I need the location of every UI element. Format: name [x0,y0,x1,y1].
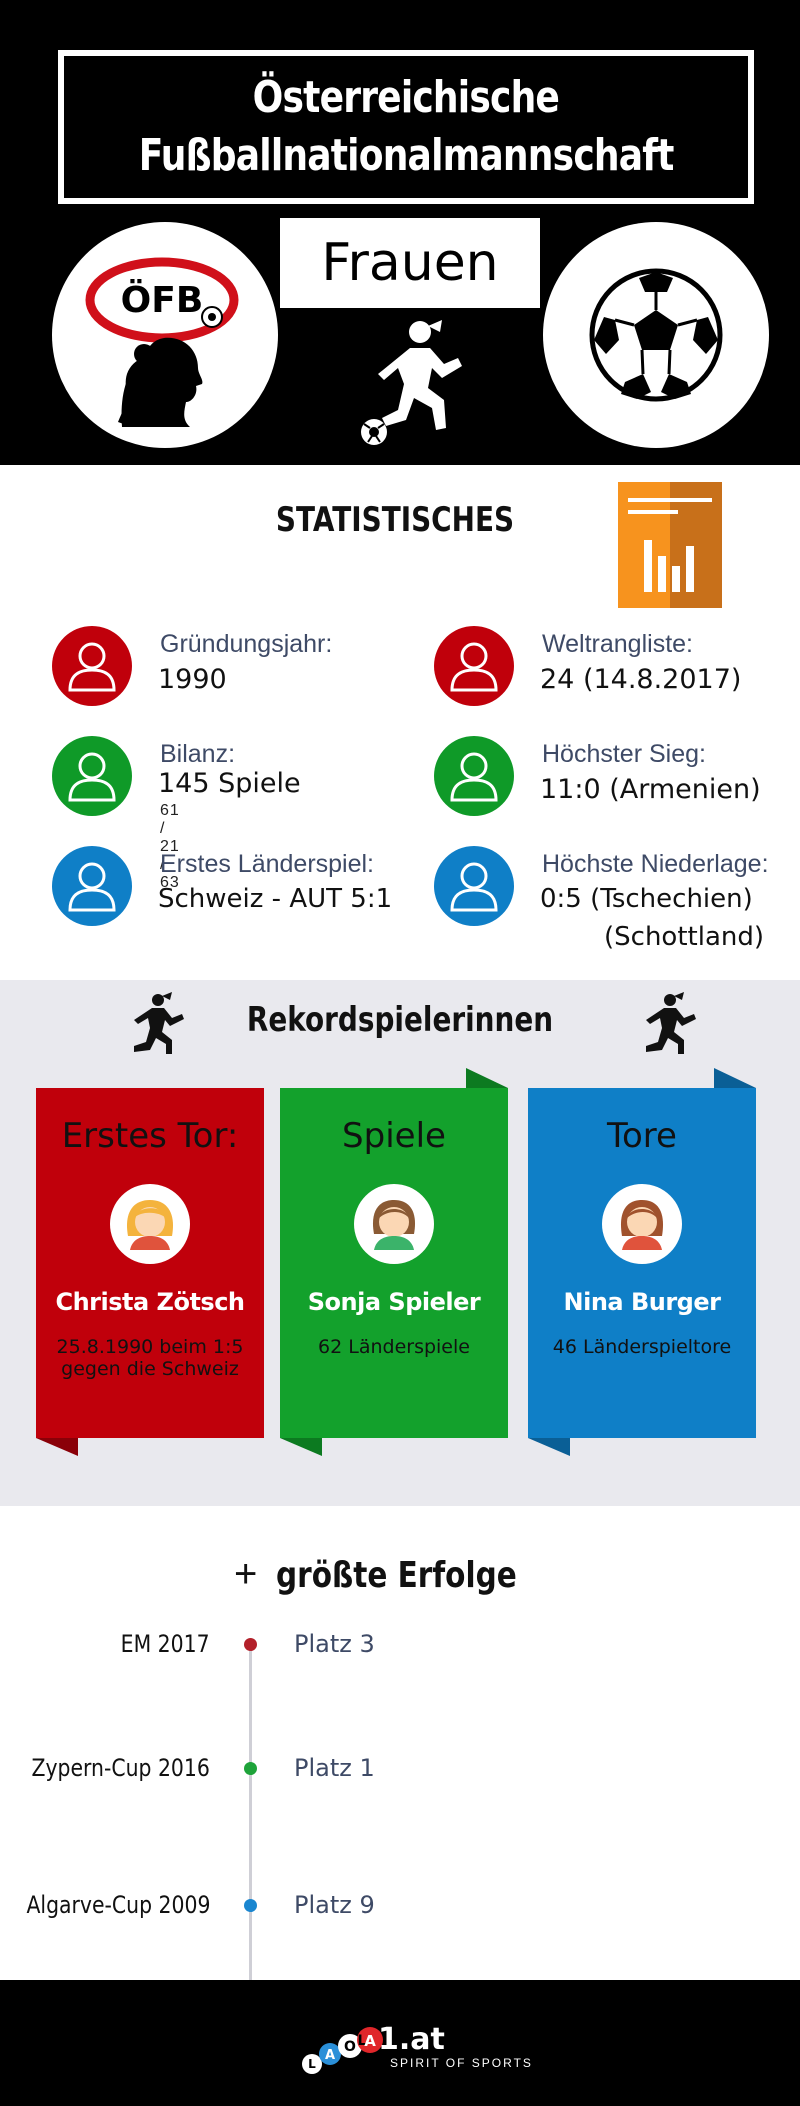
report-chart-icon [618,482,722,608]
card-heading: Tore [607,1116,677,1156]
user-icon [68,752,116,802]
runner-icon-right [646,992,696,1054]
subtitle-box: Frauen [280,218,540,308]
title-box: Österreichische Fußballnationalmannschaf… [58,50,754,204]
timeline-dot [244,1899,257,1912]
record-card-goals: Tore Nina Burger 46 Länderspieltore [528,1088,756,1438]
card-heading: Spiele [342,1116,446,1156]
card-player-name: Nina Burger [563,1288,721,1316]
oefb-logo-circle: ÖFB [52,222,278,448]
records-title: Rekordspielerinnen [246,1000,554,1040]
stat-sub-value: 61 / 21 / 63 [160,802,180,891]
oefb-logo-text: ÖFB [121,279,204,321]
stat-circle [434,846,514,926]
timeline-result: Platz 9 [294,1891,375,1919]
card-heading: Erstes Tor: [61,1116,239,1156]
stat-value: 145 Spiele [158,768,301,799]
avatar [354,1184,434,1264]
redhead-woman-avatar-icon [620,1200,664,1250]
card-description: 62 Länderspiele [318,1336,470,1358]
stat-circle [434,736,514,816]
user-icon [68,642,116,692]
stat-circle [52,846,132,926]
card-description: 25.8.1990 beim 1:5 gegen die Schweiz [56,1336,244,1380]
logo-letter: L [308,2057,316,2071]
card-description: 46 Länderspieltore [552,1336,732,1358]
stat-label: Höchste Niederlage: [542,850,769,878]
logo-letter: L [358,2033,367,2049]
stat-circle [434,626,514,706]
timeline-line [249,1640,252,1980]
female-player-icon [361,320,462,445]
user-icon [68,862,116,912]
timeline-result: Platz 1 [294,1754,375,1782]
football-circle [543,222,769,448]
logo-letter: O [344,2039,356,2055]
football-icon [589,268,723,402]
title-line-1: Österreichische [252,72,560,123]
timeline-event: Algarve-Cup 2009 [26,1891,210,1919]
timeline-event: EM 2017 [121,1630,210,1658]
logo-letter: A [325,2048,335,2063]
record-card-first-goal: Erstes Tor: Christa Zötsch 25.8.1990 bei… [36,1088,264,1438]
timeline-dot [244,1762,257,1775]
record-card-games: Spiele Sonja Spieler 62 Länderspiele [280,1088,508,1438]
logo-brand-text: 1.at [378,2022,445,2057]
footer [0,1980,800,2106]
runner-icon-left [134,992,184,1054]
stat-label: Gründungsjahr: [160,630,333,658]
avatar [110,1184,190,1264]
stat-label: Höchster Sieg: [542,740,706,768]
stat-circle [52,626,132,706]
timeline-event: Zypern-Cup 2016 [31,1754,210,1782]
successes-title: größte Erfolge [276,1555,517,1596]
blonde-woman-avatar-icon [126,1200,174,1250]
subtitle: Frauen [321,233,499,293]
stat-value: 11:0 (Armenien) [540,774,761,805]
stat-label: Weltrangliste: [542,630,693,658]
stat-label: Bilanz: [160,740,236,768]
plus-icon: + [234,1552,258,1596]
laola-logo-icon: L A O L A [302,2027,383,2074]
stat-circle [52,736,132,816]
stat-value-secondary: (Schottland) [604,922,764,952]
user-icon [450,862,498,912]
user-icon [450,642,498,692]
logo-tagline: SPIRIT OF SPORTS [390,2056,533,2070]
title-line-2: Fußballnationalmannschaft [138,130,675,181]
stat-value: 0:5 (Tschechien) [540,884,753,914]
card-player-name: Christa Zötsch [55,1288,245,1316]
stat-value: 1990 [158,664,227,695]
timeline-result: Platz 3 [294,1630,375,1658]
timeline-dot [244,1638,257,1651]
stat-label: Erstes Länderspiel: [160,850,375,878]
stat-value: 24 (14.8.2017) [540,664,742,695]
brunette-woman-avatar-icon [372,1200,416,1250]
stats-title: STATISTISCHES [275,500,515,540]
stat-value: Schweiz - AUT 5:1 [158,884,393,914]
user-icon [450,752,498,802]
card-player-name: Sonja Spieler [307,1288,481,1316]
logo-letter: A [364,2032,376,2050]
oefb-logo-icon: ÖFB [85,257,239,427]
avatar [602,1184,682,1264]
